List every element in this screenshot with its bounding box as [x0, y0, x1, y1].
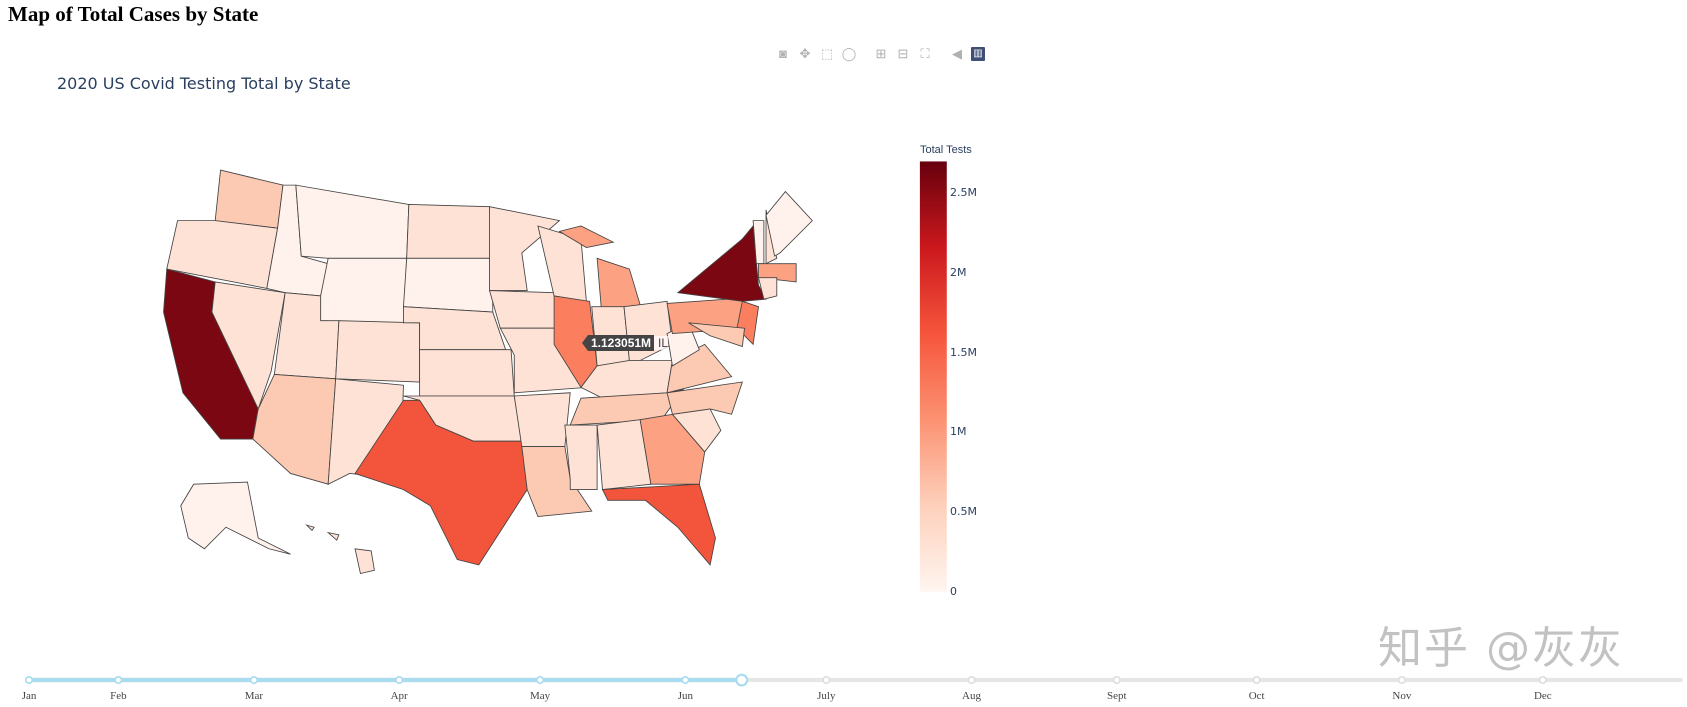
slider-handle[interactable]	[735, 673, 749, 687]
slider-step[interactable]	[1397, 675, 1406, 685]
colorbar-tick: 0	[950, 584, 957, 598]
state-hi2[interactable]	[326, 531, 340, 541]
slider-step[interactable]	[1538, 675, 1547, 685]
slider-label-jun[interactable]: Jun	[677, 690, 693, 702]
state-hi1[interactable]	[354, 548, 375, 575]
slider-label-oct[interactable]: Oct	[1248, 690, 1265, 702]
zoom-in-icon[interactable]: ⊞	[875, 46, 887, 61]
state-miu[interactable]	[558, 225, 615, 248]
plotly-logo-icon[interactable]: ▥	[971, 47, 985, 61]
tooltip-arrow	[582, 335, 588, 351]
slider-step[interactable]	[1252, 675, 1261, 685]
tooltip-value: 1.123051M	[588, 335, 655, 351]
state-wa[interactable]	[214, 169, 284, 229]
slider-step[interactable]	[681, 675, 690, 685]
state-sd[interactable]	[403, 257, 494, 313]
slider-step[interactable]	[395, 675, 404, 685]
slider-label-mar[interactable]: Mar	[244, 690, 264, 702]
tooltip-state: IL	[654, 336, 669, 350]
slider-label-apr[interactable]: Apr	[390, 690, 408, 702]
camera-icon[interactable]: ◙	[779, 46, 787, 61]
state-fl[interactable]	[601, 483, 716, 566]
lasso-icon[interactable]: ◯	[841, 46, 857, 61]
slider-label-feb[interactable]: Feb	[110, 690, 127, 702]
state-tx[interactable]	[354, 399, 528, 566]
slider-step[interactable]	[25, 675, 34, 685]
slider-label-jan[interactable]: Jan	[21, 690, 37, 702]
slider-step[interactable]	[249, 675, 258, 685]
colorbar-tick: 1M	[950, 425, 967, 439]
state-ny[interactable]	[676, 224, 767, 302]
colorbar-title: Total Tests	[920, 144, 972, 156]
modebar: ◙ ✥ ⬚ ◯ ⊞ ⊟ ⛶ ◀ ▥	[775, 46, 985, 62]
slider-step[interactable]	[967, 675, 976, 685]
state-ak[interactable]	[180, 481, 291, 555]
page-heading: Map of Total Cases by State	[8, 2, 259, 26]
state-me[interactable]	[765, 190, 813, 257]
slider-step[interactable]	[536, 675, 545, 685]
state-ms[interactable]	[564, 424, 598, 491]
box-select-icon[interactable]: ⬚	[820, 46, 834, 61]
watermark: 知乎 @灰灰	[1378, 623, 1624, 674]
zoom-out-icon[interactable]: ⊟	[897, 46, 909, 61]
state-md[interactable]	[688, 322, 745, 348]
hover-tooltip: 1.123051M IL	[582, 335, 669, 351]
state-mt[interactable]	[295, 184, 410, 259]
plot-title: 2020 US Covid Testing Total by State	[57, 74, 351, 93]
slider-label-may[interactable]: May	[530, 690, 551, 702]
colorbar-tick: 1.5M	[950, 345, 977, 359]
slider-label-july[interactable]: July	[817, 690, 836, 702]
slider-label-nov[interactable]: Nov	[1392, 690, 1412, 702]
state-ks[interactable]	[419, 349, 515, 397]
slider-step[interactable]	[1112, 675, 1121, 685]
slider-label-dec[interactable]: Dec	[1533, 690, 1552, 702]
state-nc[interactable]	[666, 381, 743, 415]
state-ct[interactable]	[757, 277, 778, 300]
slider-label-aug[interactable]: Aug	[962, 690, 982, 702]
slider-step[interactable]	[822, 675, 831, 685]
state-hi3[interactable]	[305, 524, 315, 532]
reset-icon[interactable]: ⛶	[920, 46, 930, 61]
state-az[interactable]	[252, 374, 337, 485]
state-ia[interactable]	[488, 290, 560, 329]
state-nd[interactable]	[406, 204, 494, 259]
state-nv[interactable]	[211, 281, 286, 411]
pan-icon[interactable]: ✥	[799, 46, 811, 61]
colorbar-tick: 2.5M	[950, 186, 977, 200]
colorbar-tick: 2M	[950, 265, 967, 279]
colorbar-tick: 0.5M	[950, 505, 977, 519]
state-ar[interactable]	[513, 392, 571, 447]
hover-icon[interactable]: ◀	[952, 46, 962, 61]
state-oh[interactable]	[623, 300, 673, 361]
colorbar	[919, 161, 947, 592]
slider-step[interactable]	[114, 675, 123, 685]
slider-label-sept[interactable]: Sept	[1106, 690, 1127, 702]
state-co[interactable]	[335, 320, 421, 383]
state-la[interactable]	[521, 446, 593, 517]
state-wy[interactable]	[320, 257, 408, 324]
state-ga[interactable]	[639, 413, 706, 485]
